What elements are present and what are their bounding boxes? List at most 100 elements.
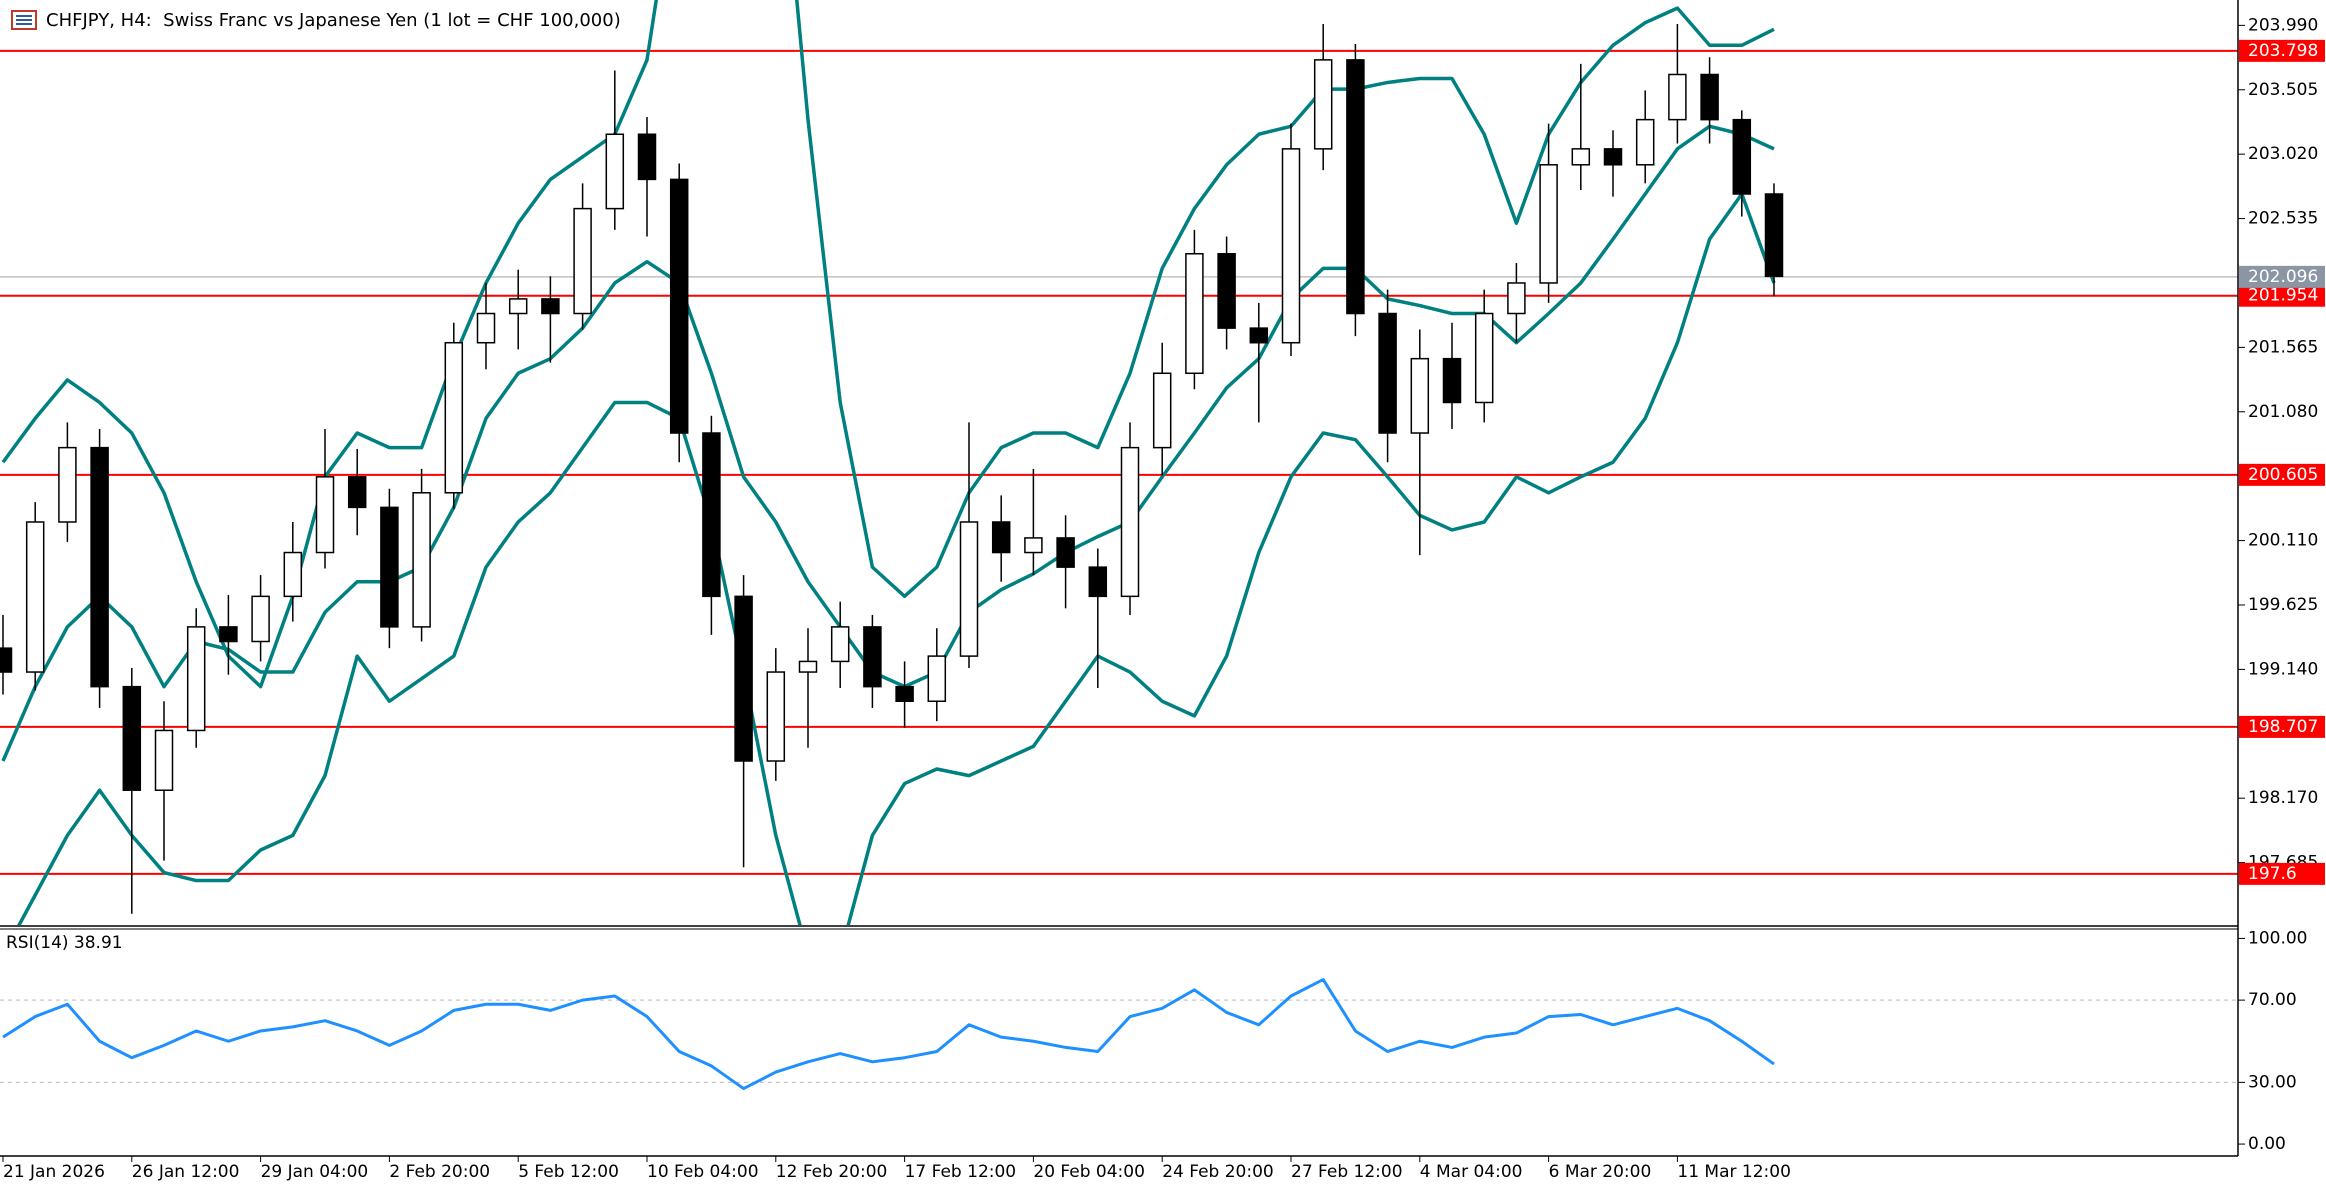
candle-body [476, 312, 496, 344]
x-tick-label: 24 Feb 20:00 [1162, 1162, 1274, 1182]
x-tick-label: 20 Feb 04:00 [1033, 1162, 1145, 1182]
candle-body [605, 133, 625, 210]
y-tick-label: 202.535 [2248, 209, 2318, 229]
candle-body [1346, 59, 1365, 315]
x-tick-label: 29 Jan 04:00 [261, 1162, 369, 1182]
chart-title: CHFJPY, H4: Swiss Franc vs Japanese Yen … [46, 10, 621, 31]
candle-body [927, 655, 947, 703]
candle-body [1507, 282, 1526, 315]
candle-body [315, 476, 335, 554]
level-label-bg [2239, 715, 2325, 738]
candle-body [347, 476, 367, 509]
candle-body [1539, 164, 1558, 284]
x-tick-label: 2 Feb 20:00 [389, 1162, 490, 1182]
candle-body [1764, 193, 1784, 278]
candle-body [766, 671, 786, 762]
axes [0, 0, 2245, 1162]
level-label: 197.6 [2248, 864, 2297, 884]
candle-body [1700, 73, 1719, 121]
candle-body [154, 729, 174, 791]
y-tick-label: 203.990 [2248, 15, 2318, 35]
candle-body [1120, 446, 1140, 598]
candle-body [1185, 253, 1204, 375]
level-label: 200.605 [2248, 465, 2318, 485]
y-tick-label: 70.00 [2248, 990, 2297, 1010]
labels: CHFJPY, H4: Swiss Franc vs Japanese Yen … [3, 10, 2325, 1182]
level-label: 198.707 [2248, 717, 2318, 737]
candle-body [25, 521, 45, 673]
x-tick-label: 27 Feb 12:00 [1291, 1162, 1403, 1182]
x-tick-label: 5 Feb 12:00 [518, 1162, 619, 1182]
candle-body [219, 626, 238, 643]
candle-body [1668, 73, 1687, 121]
x-tick-label: 17 Feb 12:00 [905, 1162, 1017, 1182]
candle-body [1378, 312, 1397, 434]
candle-body [863, 626, 882, 688]
y-tick-label: 199.140 [2248, 659, 2318, 679]
level-label-bg [2239, 862, 2325, 885]
candle-body [541, 298, 560, 315]
candle-body [798, 660, 818, 673]
candle-body [702, 432, 721, 598]
y-tick-label: 200.110 [2248, 531, 2318, 551]
candle-body [959, 521, 979, 657]
candle-body [1217, 253, 1236, 329]
candle-body [1056, 537, 1075, 568]
candle-body [830, 626, 850, 663]
y-tick-label: 203.020 [2248, 144, 2318, 164]
candle-body [380, 506, 399, 628]
x-tick-label: 10 Feb 04:00 [647, 1162, 759, 1182]
last-price-label: 202.096 [2248, 267, 2318, 287]
x-tick-label: 12 Feb 20:00 [776, 1162, 888, 1182]
candle-body [1442, 357, 1462, 404]
level-label-bg [2239, 284, 2325, 307]
y-tick-label: 30.00 [2248, 1072, 2297, 1092]
candle-body [1249, 327, 1269, 344]
x-tick-label: 11 Mar 12:00 [1677, 1162, 1791, 1182]
x-tick-label: 4 Mar 04:00 [1420, 1162, 1523, 1182]
y-tick-label: 199.625 [2248, 595, 2318, 615]
candle-body [1732, 118, 1752, 195]
level-label-bg [2239, 463, 2325, 486]
last-price-label-bg [2239, 265, 2325, 288]
y-tick-label: 100.00 [2248, 928, 2307, 948]
candle-body [1603, 148, 1623, 166]
candle-body [1635, 118, 1655, 166]
symbol-icon [11, 10, 37, 30]
bollinger-lower [17, 192, 1776, 925]
candle-body [637, 133, 657, 181]
y-tick-label: 198.170 [2248, 788, 2318, 808]
candle-body [895, 685, 914, 703]
candle-body [669, 178, 689, 434]
candle-body [734, 595, 753, 762]
y-tick-label: 203.505 [2248, 80, 2318, 100]
candle-body [1410, 357, 1430, 434]
level-label-bg [2239, 39, 2325, 62]
candle-body [283, 551, 303, 598]
indicator-title: RSI(14) 38.91 [6, 933, 123, 953]
candle-body [186, 626, 206, 732]
price-pane [0, 0, 2238, 925]
candle-body [1281, 148, 1301, 344]
candle-body [412, 492, 431, 628]
candle-body [1474, 312, 1494, 404]
candle-body [1024, 537, 1043, 554]
y-tick-label: 201.565 [2248, 337, 2318, 357]
x-tick-label: 6 Mar 20:00 [1549, 1162, 1652, 1182]
level-label: 201.954 [2248, 286, 2318, 306]
candle-body [1313, 59, 1333, 150]
candle-body [573, 207, 592, 315]
candle-body [1088, 566, 1108, 598]
candle-body [508, 298, 528, 315]
candle-body [1152, 372, 1172, 449]
candle-body [122, 685, 142, 791]
candle-body [1571, 148, 1591, 166]
rsi-pane [0, 978, 2238, 1091]
level-label: 203.798 [2248, 41, 2318, 61]
x-tick-label: 26 Jan 12:00 [132, 1162, 240, 1182]
candle-body [58, 446, 77, 523]
rsi-line [2, 978, 1775, 1091]
y-tick-label: 0.00 [2248, 1134, 2286, 1154]
candle-body [991, 521, 1011, 554]
